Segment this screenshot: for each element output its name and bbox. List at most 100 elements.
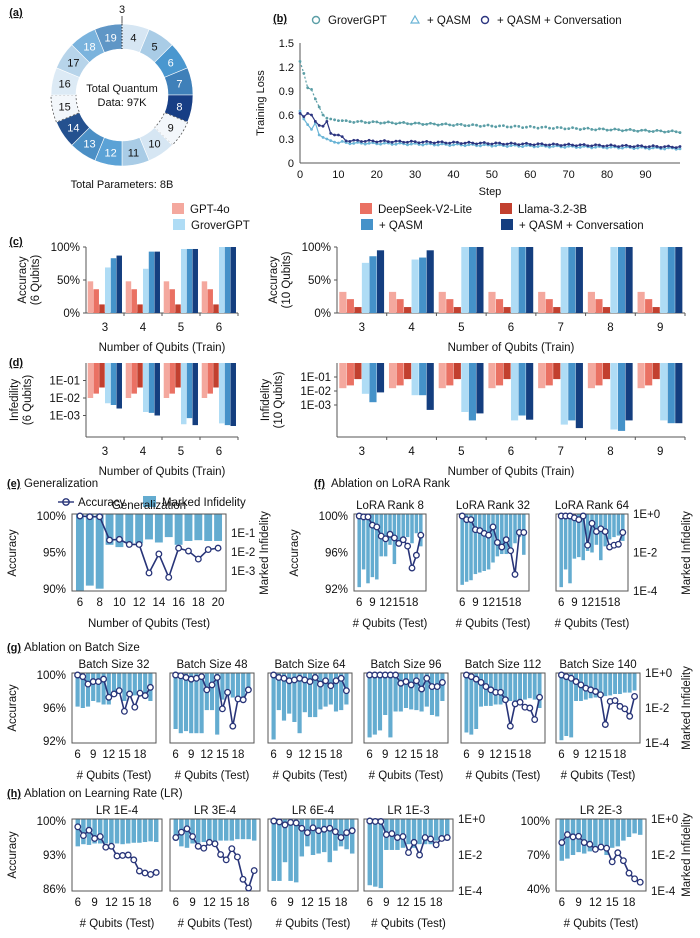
bar: [602, 307, 611, 313]
infidelity-bar: [439, 819, 444, 841]
x-tick: 12: [379, 597, 392, 609]
loss-point: [467, 143, 471, 147]
x-tick: 18: [139, 897, 152, 909]
infidelity-bar: [378, 819, 384, 889]
infidelity-bar: [195, 819, 201, 843]
x-label: Number of Qubits (Test): [88, 618, 210, 630]
accuracy-point: [217, 851, 225, 858]
loss-point: [502, 142, 505, 146]
accuracy-point: [270, 817, 278, 825]
accuracy-point: [575, 516, 583, 524]
accuracy-point: [177, 828, 185, 836]
infidelity-bar: [608, 673, 613, 696]
loss-x-tick: 30: [409, 169, 421, 181]
loss-point: [463, 141, 467, 145]
accuracy-point: [185, 547, 192, 555]
infidelity-bar: [212, 819, 218, 843]
infidelity-bar: [109, 819, 114, 844]
y2-tick: 1E-2: [645, 703, 669, 715]
accuracy-point: [152, 869, 160, 876]
bar: [667, 363, 675, 424]
infidelity-bar: [235, 673, 241, 697]
subplot-title: LoRA Rank 8: [356, 500, 424, 512]
subplot-title: Batch Size 64: [275, 659, 347, 671]
loss-point: [436, 123, 440, 127]
infidelity-bar: [137, 673, 143, 694]
plot-frame: [353, 513, 427, 592]
legend-swatch: [501, 219, 513, 230]
x-tick: 9: [472, 597, 478, 609]
x-tick: 18: [237, 897, 250, 909]
loss-point: [563, 143, 567, 147]
accuracy-point: [250, 867, 258, 874]
accuracy-point: [124, 851, 132, 859]
plot-frame: [555, 672, 641, 744]
loss-point: [509, 141, 513, 145]
x-tick: 12: [301, 897, 314, 909]
bar: [131, 363, 137, 394]
loss-point: [459, 122, 463, 126]
bar-x-tick: 8: [607, 322, 613, 334]
infidelity-bar: [164, 514, 173, 538]
loss-point: [325, 137, 329, 141]
loss-point: [567, 144, 571, 148]
x-tick: 15: [495, 597, 508, 609]
plot-frame: [169, 818, 261, 892]
loss-point: [321, 136, 325, 139]
accuracy-point: [86, 513, 94, 521]
bar: [575, 247, 583, 313]
bar-legend-label: GroverGPT: [191, 220, 250, 232]
bar: [518, 363, 526, 416]
loss-point: [398, 121, 402, 125]
loss-point: [594, 143, 597, 147]
infidelity-bar: [117, 673, 122, 694]
panel-label-f: (f): [314, 478, 325, 490]
infidelity-bar: [178, 673, 183, 734]
bar: [192, 248, 198, 313]
y2-tick: 1E-2: [651, 850, 675, 862]
infidelity-bar: [97, 819, 103, 844]
loss-point: [398, 141, 402, 145]
loss-point: [644, 128, 647, 132]
loss-point: [479, 124, 482, 128]
bar-x-tick: 5: [458, 446, 464, 458]
y2-label: Marked Infidelity: [681, 813, 693, 897]
loss-point: [409, 142, 413, 146]
bar: [610, 363, 618, 430]
bar: [645, 299, 653, 313]
bar: [354, 363, 362, 380]
bar: [553, 307, 561, 313]
loss-point: [425, 139, 429, 143]
x-tick: 6: [558, 597, 564, 609]
infidelity-bar: [80, 673, 85, 708]
infidelity-bar: [518, 673, 523, 701]
infidelity-bar: [479, 673, 484, 707]
subplot-title: LR 6E-4: [292, 805, 335, 817]
x-tick: 6: [367, 897, 373, 909]
infidelity-bar: [201, 819, 207, 843]
loss-point: [336, 141, 340, 145]
donut-segment-label: 6: [168, 57, 174, 69]
accuracy-point: [577, 681, 585, 689]
accuracy-point: [382, 831, 390, 839]
infidelity-bar: [482, 514, 486, 571]
accuracy-point: [106, 536, 113, 544]
loss-point: [455, 123, 459, 126]
loss-point: [517, 125, 521, 128]
x-tick: 9: [571, 597, 577, 609]
accuracy-point: [233, 853, 241, 861]
x-tick: 18: [134, 749, 147, 761]
loss-point: [486, 123, 490, 127]
x-label: # Qubits (Test): [564, 918, 639, 930]
accuracy-point: [427, 835, 435, 843]
bar: [213, 363, 219, 388]
infidelity-bar: [302, 673, 307, 713]
accuracy-point: [580, 839, 588, 846]
loss-point: [302, 115, 306, 118]
accuracy-point: [410, 838, 418, 846]
bar: [476, 363, 484, 414]
loss-point: [298, 109, 302, 113]
accuracy-point: [239, 875, 247, 883]
